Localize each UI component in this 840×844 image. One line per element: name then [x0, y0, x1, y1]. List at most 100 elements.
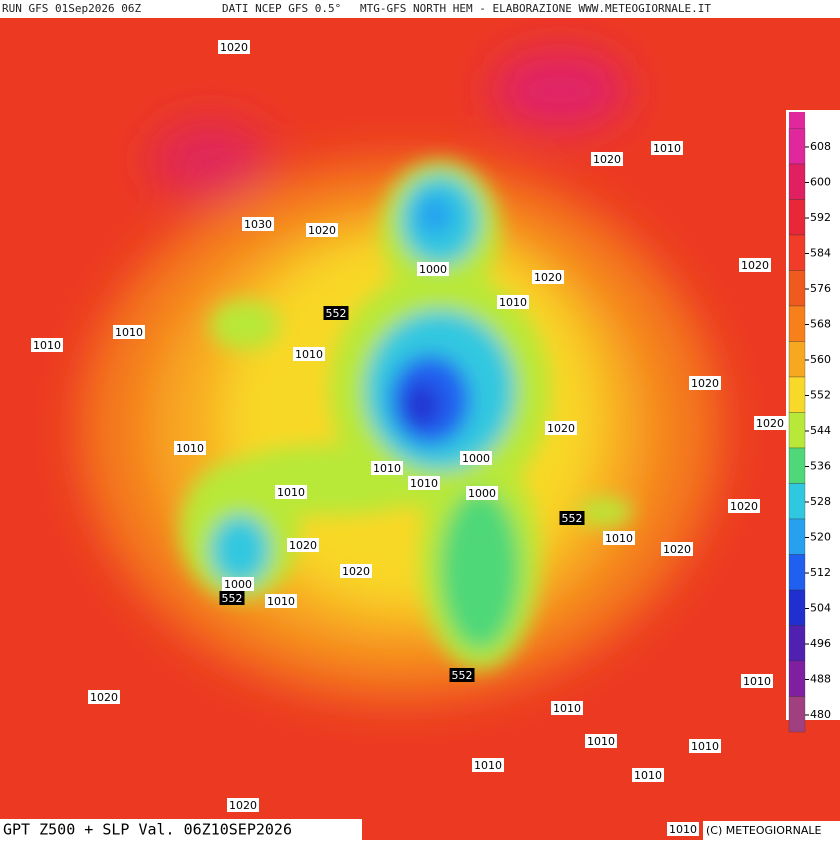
- isobar-label: 1020: [342, 565, 370, 578]
- label-box: [408, 476, 440, 490]
- label-box: [466, 486, 498, 500]
- colorbar-label: 536: [810, 460, 831, 473]
- isobar-label: 1020: [593, 153, 621, 166]
- label-box: [651, 141, 683, 155]
- isobar-label: 1010: [267, 595, 295, 608]
- isobar-label: 1000: [419, 263, 447, 276]
- colorbar-label: 552: [810, 389, 831, 402]
- colorbar-swatch: [788, 305, 806, 342]
- credit: MTG-GFS NORTH HEM - ELABORAZIONE WWW.MET…: [360, 2, 711, 15]
- label-box: [603, 531, 635, 545]
- colorbar-swatch: [788, 163, 806, 200]
- colorbar-label: 568: [810, 318, 831, 331]
- isobar-label: 1010: [605, 532, 633, 545]
- colorbar-swatch: [788, 554, 806, 591]
- isobar-label: 1010: [653, 142, 681, 155]
- label-box: [632, 768, 664, 782]
- isobar-label: 1010: [115, 326, 143, 339]
- colorbar-swatch: [788, 696, 806, 733]
- colorbar-label: 504: [810, 602, 831, 615]
- label-box: [323, 306, 349, 320]
- isobar-label: 1000: [224, 578, 252, 591]
- label-box: [265, 594, 297, 608]
- isobar-label: 1010: [743, 675, 771, 688]
- label-box: [460, 451, 492, 465]
- isobar-label: 1000: [468, 487, 496, 500]
- isobar-labels: 1020 1020 1010 1030 1020 1000 1020 1020 552 1010 1…: [31, 40, 786, 836]
- isobar-label: 1010: [410, 477, 438, 490]
- colorbar-swatch: [788, 270, 806, 307]
- colorbar-swatch: [788, 199, 806, 236]
- isobar-label: 1010: [474, 759, 502, 772]
- colorbar-cap: [789, 112, 805, 130]
- isobar-label: 1020: [534, 271, 562, 284]
- colorbar-label: 512: [810, 566, 831, 579]
- label-box: [472, 758, 504, 772]
- colorbar-label: 576: [810, 282, 831, 295]
- label-box: [218, 40, 250, 54]
- label-box: [222, 577, 254, 591]
- isobar-label: 1010: [587, 735, 615, 748]
- label-box: [667, 822, 699, 836]
- label-box: [532, 270, 564, 284]
- isobar-label: 1020: [730, 500, 758, 513]
- data-source: DATI NCEP GFS 0.5°: [222, 2, 341, 15]
- label-box: [661, 542, 693, 556]
- label-box: [219, 591, 245, 605]
- isobar-label: 1010: [295, 348, 323, 361]
- isobar-label: 1030: [244, 218, 272, 231]
- label-box: [417, 262, 449, 276]
- colorbar-swatch: [788, 341, 806, 378]
- label-box: [545, 421, 577, 435]
- label-box: [287, 538, 319, 552]
- colorbar-label: 528: [810, 495, 831, 508]
- header-bar: [0, 0, 840, 18]
- isobar-label: 1010: [634, 769, 662, 782]
- colorbar-swatch: [788, 412, 806, 449]
- isobar-label: 1000: [462, 452, 490, 465]
- colorbar-label: 600: [810, 176, 831, 189]
- isobar-label: 1020: [220, 41, 248, 54]
- isobar-label: 552: [222, 592, 243, 605]
- label-box: [559, 511, 585, 525]
- colorbar-label: 544: [810, 424, 831, 437]
- footer-title: GPT Z500 + SLP Val. 06Z10SEP2026: [3, 821, 292, 839]
- label-box: [306, 223, 338, 237]
- isobar-label: 1010: [691, 740, 719, 753]
- label-box: [689, 376, 721, 390]
- colorbar-swatch: [788, 234, 806, 271]
- isobar-label: 1020: [691, 377, 719, 390]
- label-box: [88, 690, 120, 704]
- label-box: [689, 739, 721, 753]
- colorbar-swatch: [788, 447, 806, 484]
- isobar-label: 1010: [277, 486, 305, 499]
- label-box: [591, 152, 623, 166]
- isobar-label: 1010: [669, 823, 697, 836]
- label-box: [739, 258, 771, 272]
- copyright-box: [703, 821, 840, 840]
- colorbar-label: 520: [810, 531, 831, 544]
- isobar-label: 1020: [756, 417, 784, 430]
- label-box: [293, 347, 325, 361]
- isobar-label: 1010: [33, 339, 61, 352]
- label-box: [31, 338, 63, 352]
- colorbar-swatch: [788, 128, 806, 165]
- isobar-label: 1020: [90, 691, 118, 704]
- label-box: [275, 485, 307, 499]
- isobar-label: 1010: [553, 702, 581, 715]
- label-box: [497, 295, 529, 309]
- isobar-label: 552: [562, 512, 583, 525]
- isobar-label: 552: [452, 669, 473, 682]
- low-height-shading: [180, 160, 633, 670]
- isobar-label: 1020: [741, 259, 769, 272]
- colorbar-swatch: [788, 483, 806, 520]
- label-box: [551, 701, 583, 715]
- isobar-label: 552: [326, 307, 347, 320]
- label-box: [113, 325, 145, 339]
- colorbar-swatch: [788, 625, 806, 662]
- colorbar: 608 600 592 584 576 568 560 552 544 536 528 520 512 5…: [788, 112, 831, 733]
- colorbar-label: 592: [810, 211, 831, 224]
- colorbar-swatch: [788, 660, 806, 697]
- isobar-label: 1020: [308, 224, 336, 237]
